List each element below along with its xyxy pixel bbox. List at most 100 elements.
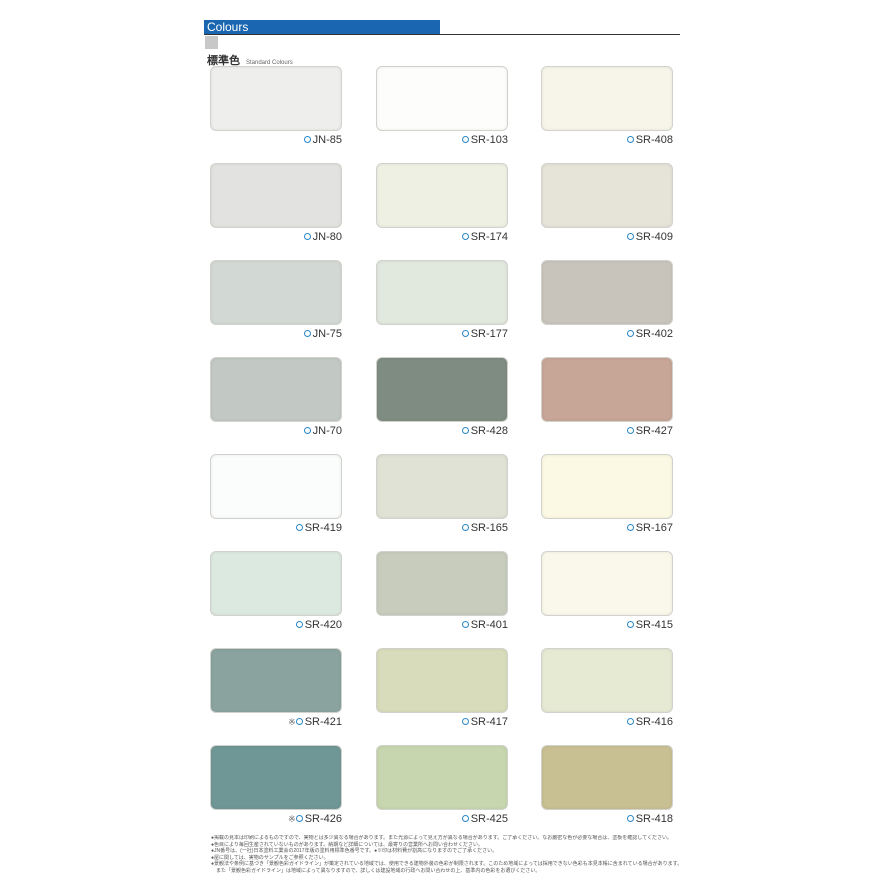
color-swatch [541,745,673,810]
color-swatch [541,454,673,519]
color-swatch [376,648,508,713]
circle-bullet-icon [295,621,303,628]
circle-bullet-icon [461,427,469,434]
circle-bullet-icon [295,718,303,725]
note-line: ●JN番号は、(一社)日本塗料工業会の2017年版の塗料用標準色番号です。●※印… [211,848,498,855]
swatch-code: SR-425 [470,813,508,825]
circle-bullet-icon [303,427,311,434]
swatch-code: SR-426 [304,813,342,825]
note-line: ●色目により毎回生産されていないものがあります。納期など詳細については、最寄りの… [211,841,484,848]
color-swatch [210,551,342,616]
swatch-code: SR-420 [304,619,342,631]
subtitle-en: Standard Colours [246,60,293,66]
swatch-code: SR-103 [470,134,508,146]
swatch-label: SR-418 [533,813,673,825]
color-swatch [210,745,342,810]
swatch-code: SR-167 [635,522,673,534]
color-swatch [210,66,342,131]
circle-bullet-icon [626,136,634,143]
color-swatch [210,454,342,519]
swatch-code: SR-419 [304,522,342,534]
swatch-label: JN-75 [202,328,342,340]
swatch-label: ※ SR-426 [202,813,342,825]
circle-bullet-icon [461,524,469,531]
color-swatch [541,648,673,713]
note-line: また「景観色彩ガイドライン」は地域によって異なりますので、詳しくは建設地域の行政… [211,867,541,874]
circle-bullet-icon [626,427,634,434]
swatch-code: SR-408 [635,134,673,146]
swatch-label: SR-103 [368,134,508,146]
swatch-label: SR-408 [533,134,673,146]
color-swatch [541,260,673,325]
circle-bullet-icon [461,815,469,822]
section-marker [205,36,218,49]
swatch-code: JN-75 [312,328,342,340]
swatch-label: SR-401 [368,619,508,631]
swatch-label: SR-420 [202,619,342,631]
color-swatch [376,66,508,131]
color-swatch [376,454,508,519]
swatch-code: SR-415 [635,619,673,631]
circle-bullet-icon [461,330,469,337]
swatch-code: SR-417 [470,716,508,728]
swatch-code: JN-80 [312,231,342,243]
color-swatch [376,745,508,810]
color-swatch [210,260,342,325]
swatch-label: SR-167 [533,522,673,534]
color-swatch [210,648,342,713]
circle-bullet-icon [303,136,311,143]
swatch-label: SR-177 [368,328,508,340]
color-swatch [541,357,673,422]
section-header: Colours [204,20,440,35]
swatch-label: JN-85 [202,134,342,146]
swatch-code: JN-85 [312,134,342,146]
color-swatch [376,551,508,616]
swatch-code: SR-402 [635,328,673,340]
swatch-code: SR-409 [635,231,673,243]
circle-bullet-icon [461,621,469,628]
subtitle-jp: 標準色 [207,55,240,67]
circle-bullet-icon [626,815,634,822]
swatch-label: ※ SR-421 [202,716,342,728]
circle-bullet-icon [626,233,634,240]
circle-bullet-icon [626,621,634,628]
color-swatch [541,66,673,131]
circle-bullet-icon [303,233,311,240]
circle-bullet-icon [295,815,303,822]
color-swatch [210,163,342,228]
swatch-code: SR-401 [470,619,508,631]
swatch-label: SR-428 [368,425,508,437]
swatch-code: SR-421 [304,716,342,728]
swatch-label: JN-70 [202,425,342,437]
circle-bullet-icon [461,233,469,240]
swatch-label: SR-417 [368,716,508,728]
circle-bullet-icon [295,524,303,531]
circle-bullet-icon [626,718,634,725]
note-line: ●景観法や条例に基づき「景観色彩ガイドライン」が策定されている地域では、使用でき… [211,861,683,868]
circle-bullet-icon [626,330,634,337]
circle-bullet-icon [626,524,634,531]
swatch-label: JN-80 [202,231,342,243]
special-mark: ※ [288,717,296,727]
color-swatch [541,163,673,228]
color-swatch [376,260,508,325]
circle-bullet-icon [461,136,469,143]
color-swatch [541,551,673,616]
circle-bullet-icon [303,330,311,337]
swatch-code: SR-177 [470,328,508,340]
header-rule [204,34,680,35]
swatch-code: SR-416 [635,716,673,728]
note-line: ●屋に関しては、実物のサンプルをご参照ください。 [211,854,329,861]
swatch-code: SR-427 [635,425,673,437]
swatch-label: SR-165 [368,522,508,534]
swatch-label: SR-425 [368,813,508,825]
note-line: ●掲載の見本は印刷によるものですので、実物とは多少異なる場合があります。また光源… [211,835,672,841]
special-mark: ※ [288,814,296,824]
swatch-code: SR-165 [470,522,508,534]
color-swatch [376,357,508,422]
swatch-label: SR-415 [533,619,673,631]
color-swatch [376,163,508,228]
swatch-label: SR-427 [533,425,673,437]
swatch-label: SR-416 [533,716,673,728]
circle-bullet-icon [461,718,469,725]
